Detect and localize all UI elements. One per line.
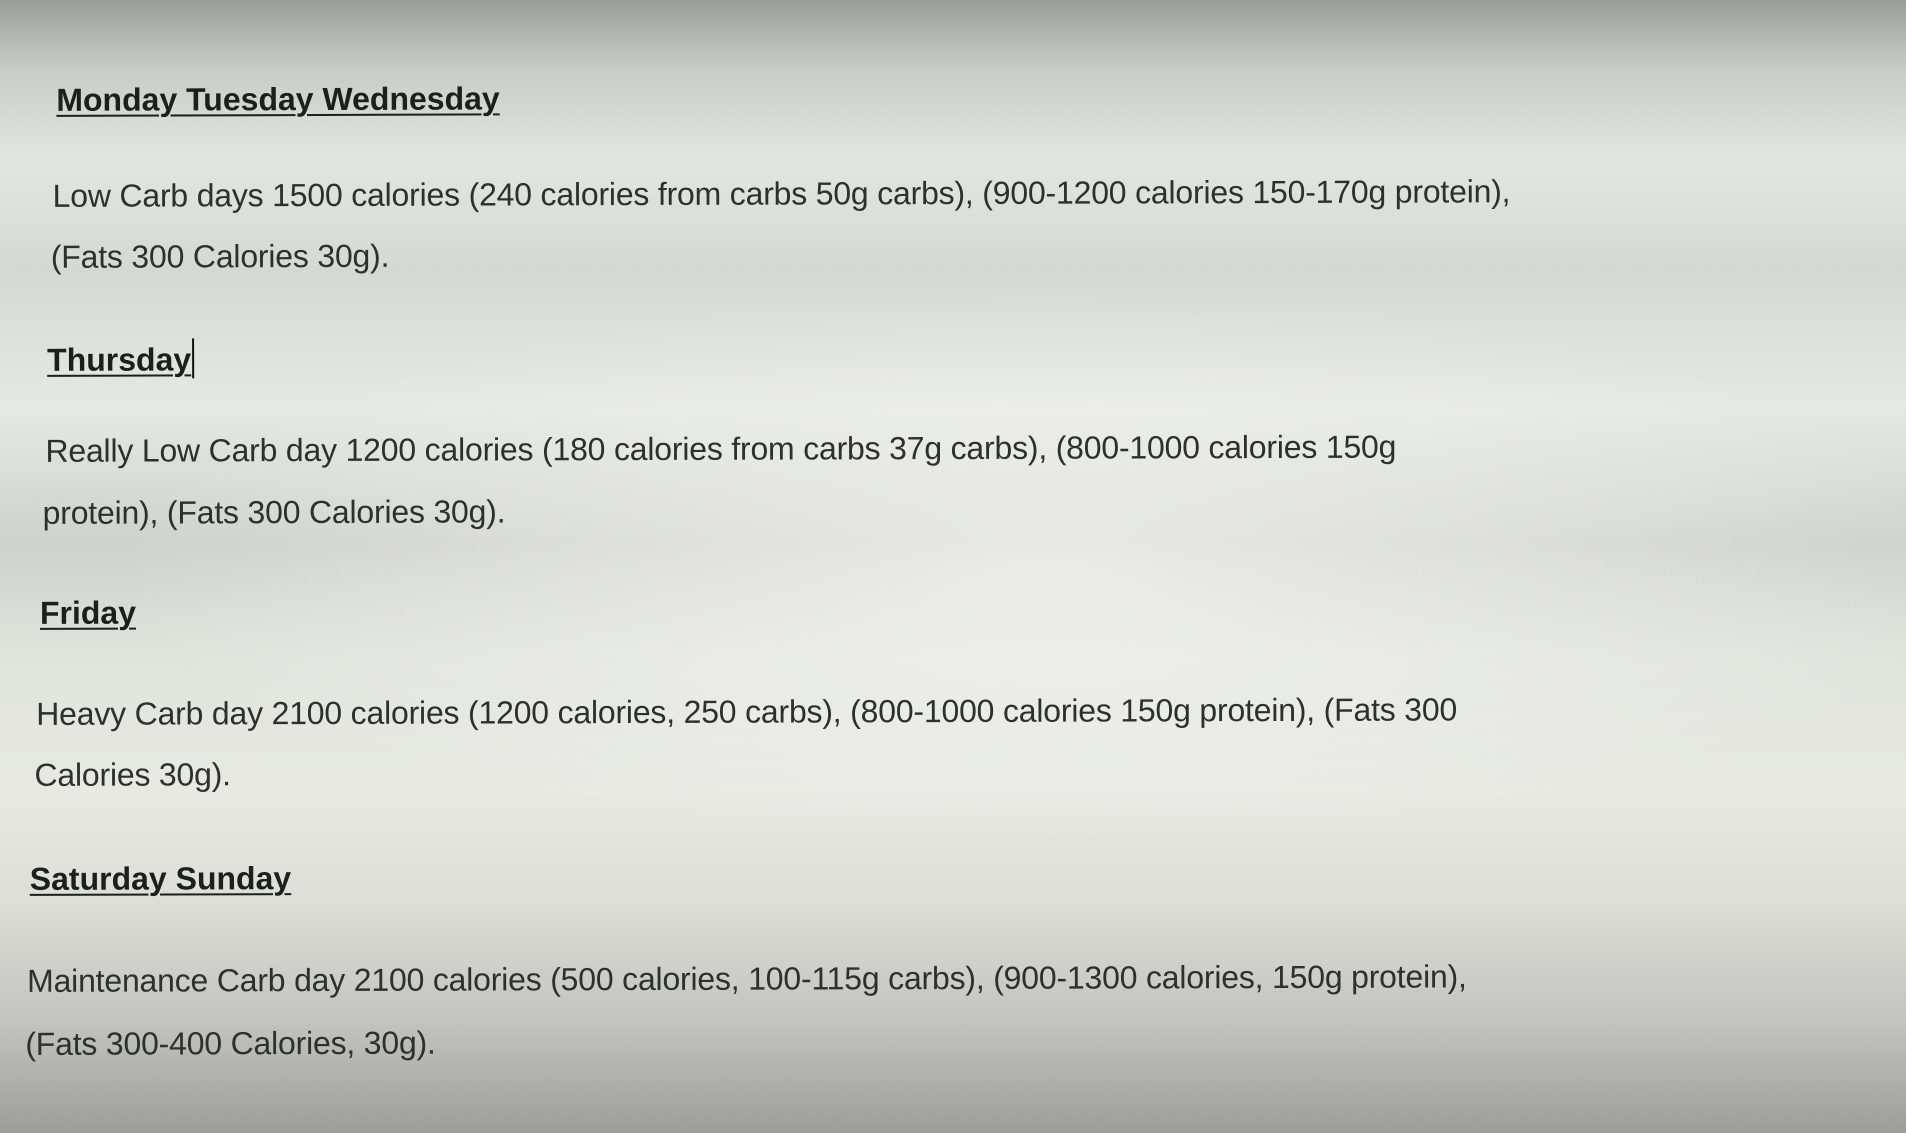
paragraph-line: Low Carb days 1500 calories (240 calorie… [52,173,1511,214]
heading-sat-sun: Saturday Sunday [29,860,292,897]
heading-thursday: Thursday [47,338,195,379]
text-cursor [192,338,195,379]
paragraph-line: (Fats 300-400 Calories, 30g). [25,1024,436,1062]
paragraph-line: Heavy Carb day 2100 calories (1200 calor… [36,691,1458,732]
heading-mon-tue-wed: Monday Tuesday Wednesday [56,80,500,118]
paragraph-line: Really Low Carb day 1200 calories (180 c… [45,428,1397,469]
paragraph-line: protein), (Fats 300 Calories 30g). [42,493,506,531]
heading-text: Thursday [47,341,192,378]
paragraph-line: Maintenance Carb day 2100 calories (500 … [27,958,1467,999]
paragraph-line: (Fats 300 Calories 30g). [50,237,390,275]
paragraph-line: Calories 30g). [34,756,231,793]
heading-friday: Friday [39,594,137,631]
